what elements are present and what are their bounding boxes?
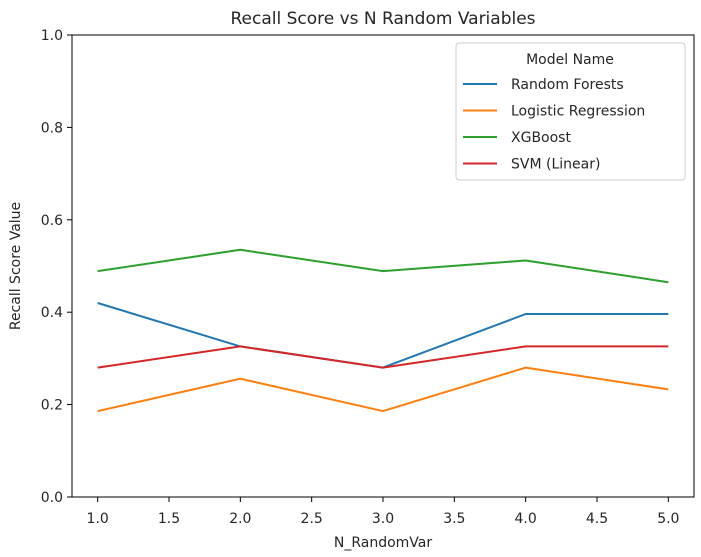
legend-label: SVM (Linear) [511,157,600,173]
y-tick-label: 0.4 [41,305,63,321]
x-tick-label: 3.5 [443,511,465,527]
legend: Model Name Random Forests Logistic Regres… [455,42,686,181]
x-tick-label: 2.0 [229,511,251,527]
y-tick-label: 0.8 [41,120,63,136]
legend-label: XGBoost [511,130,571,146]
series-lines [97,248,669,413]
x-axis-label: N_RandomVar [334,535,433,551]
series-line-xgboost [97,248,669,284]
x-tick-label: 4.0 [515,511,537,527]
x-tick-label: 3.0 [372,511,394,527]
chart-title: Recall Score vs N Random Variables [230,9,535,29]
y-tick-label: 1.0 [41,28,63,44]
legend-box [455,42,686,181]
y-tick-label: 0.0 [41,490,63,506]
x-tick-label: 2.5 [301,511,323,527]
x-tick-label: 4.5 [586,511,608,527]
y-axis-label: Recall Score Value [8,202,24,330]
axes: 1.0 1.5 2.0 2.5 3.0 3.5 4.0 4.5 5.0 0.0 0.2 0.4 0.6 0… [41,28,680,527]
x-tick-label: 5.0 [657,511,679,527]
x-tick-label: 1.5 [158,511,180,527]
series-line-logistic-regression [97,366,669,413]
y-tick-label: 0.2 [41,398,63,414]
legend-title: Model Name [526,52,614,68]
series-line-svm-linear [97,345,669,369]
legend-label: Logistic Regression [511,104,645,120]
legend-label: Random Forests [511,77,624,93]
legend-entries: Random Forests Logistic Regression XGBoost… [463,77,645,173]
y-tick-label: 0.6 [41,213,63,229]
x-tick-label: 1.0 [87,511,109,527]
